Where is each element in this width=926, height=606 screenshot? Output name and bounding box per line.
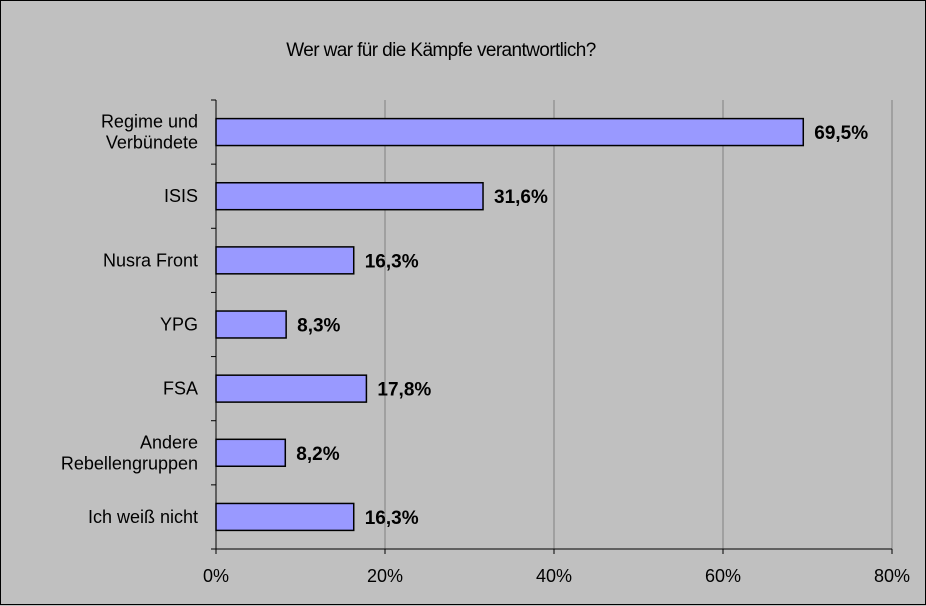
data-label: 8,2% bbox=[296, 444, 339, 465]
bar bbox=[215, 246, 355, 275]
bar bbox=[215, 181, 484, 211]
x-tick-label: 20% bbox=[367, 566, 403, 586]
bar bbox=[215, 310, 287, 339]
data-label: 31,6% bbox=[494, 187, 548, 208]
category-label: Nusra Front bbox=[103, 250, 198, 270]
x-tick-label: 60% bbox=[705, 566, 741, 586]
x-tick-label: 0% bbox=[203, 566, 229, 586]
category-label: YPG bbox=[160, 315, 198, 335]
category-label: Andere Rebellengruppen bbox=[61, 432, 198, 473]
data-label: 17,8% bbox=[377, 380, 431, 401]
bar bbox=[215, 374, 368, 403]
x-tick-label: 40% bbox=[536, 566, 572, 586]
data-label: 16,3% bbox=[365, 251, 419, 272]
category-label: Ich weiß nicht bbox=[88, 507, 198, 527]
bars: 69,5% 31,6% 16,3% 8,3% 17,8% 8,2% 16,3% bbox=[215, 117, 868, 532]
category-label: ISIS bbox=[164, 186, 198, 206]
data-label: 69,5% bbox=[814, 123, 868, 144]
bar bbox=[215, 438, 287, 468]
axes: 0% 20% 40% 60% 80% Regime und Verbündete ISIS Nu… bbox=[61, 99, 910, 586]
bar bbox=[215, 502, 355, 532]
gridlines bbox=[384, 100, 893, 549]
category-label: Regime und Verbündete bbox=[101, 112, 198, 153]
data-label: 8,3% bbox=[297, 316, 340, 337]
data-label: 16,3% bbox=[365, 508, 419, 529]
bar bbox=[215, 117, 805, 147]
x-tick-label: 80% bbox=[874, 566, 910, 586]
category-label: FSA bbox=[163, 379, 198, 399]
chart-title: Wer war für die Kämpfe verantwortlich? bbox=[286, 40, 596, 61]
